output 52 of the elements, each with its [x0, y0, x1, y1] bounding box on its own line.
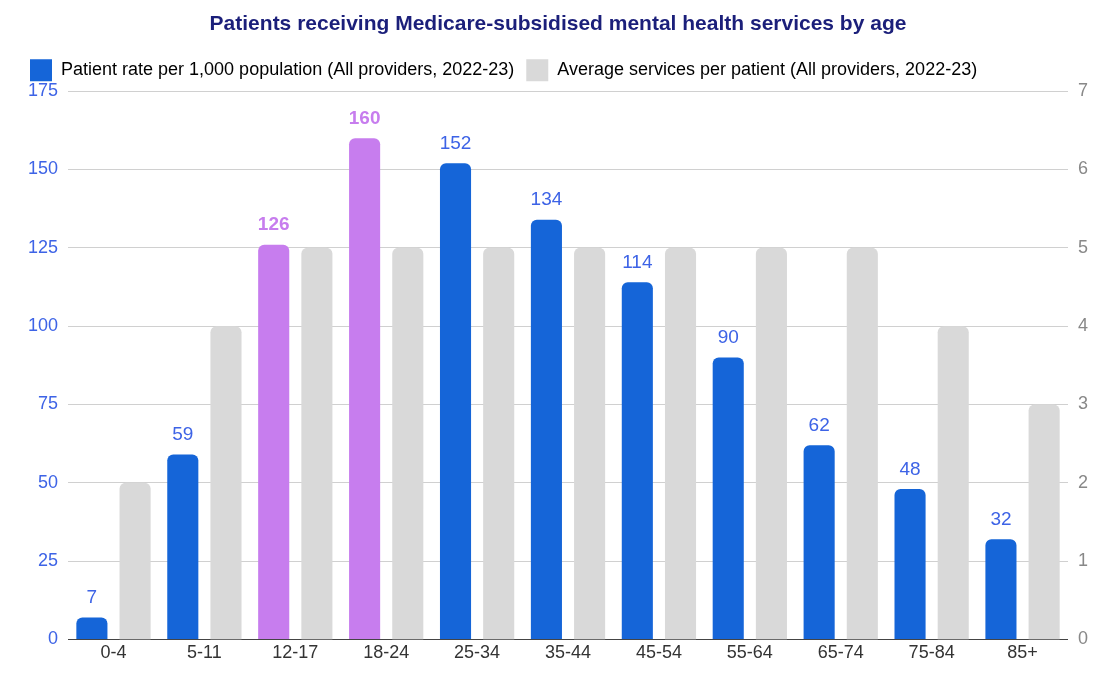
x-tick-label: 55-64 [726, 642, 773, 663]
y2-tick-label: 5 [1077, 236, 1088, 257]
x-tick-label: 18-24 [363, 642, 410, 663]
y2-tick-label: 2 [1077, 471, 1088, 492]
x-tick-label: 25-34 [454, 642, 501, 663]
x-tick-label: 45-54 [635, 642, 682, 663]
x-tick-label: 0-4 [100, 642, 127, 663]
legend-label: Average services per patient (All providers, 2022-23) [557, 59, 978, 80]
data-label: 134 [530, 188, 563, 210]
y-tick-label: 75 [38, 393, 59, 414]
y2-tick-label: 3 [1077, 393, 1088, 414]
bar [530, 219, 562, 639]
x-tick-label: 75-84 [908, 642, 955, 663]
y2-tick-label: 0 [1077, 628, 1088, 649]
y-tick-label: 50 [38, 471, 59, 492]
bar [621, 282, 653, 639]
y2-tick-label: 1 [1077, 550, 1088, 571]
y-tick-label: 150 [27, 158, 59, 179]
bar [349, 138, 381, 639]
y-tick-label: 125 [27, 236, 59, 257]
x-tick-label: 65-74 [817, 642, 864, 663]
bar [258, 244, 290, 639]
data-label: 7 [86, 586, 98, 608]
data-label: 32 [990, 507, 1012, 529]
data-label: 152 [439, 131, 472, 153]
data-label: 90 [717, 326, 739, 348]
x-tick-label: 85+ [1007, 642, 1038, 663]
bar [894, 489, 926, 639]
y2-tick-label: 7 [1077, 80, 1088, 101]
data-label: 59 [172, 423, 194, 445]
y2-tick-label: 6 [1077, 158, 1088, 179]
x-tick-label: 35-44 [544, 642, 592, 663]
bar [439, 163, 472, 639]
bar [712, 357, 744, 639]
chart-title: Patients receiving Medicare-subsidised mental health services by age [209, 11, 907, 35]
y-tick-label: 100 [27, 315, 59, 336]
data-label: 160 [348, 106, 381, 128]
bar [985, 539, 1017, 639]
bar [167, 454, 199, 639]
y-tick-label: 0 [48, 628, 59, 649]
data-label: 48 [899, 457, 921, 479]
y-tick-label: 175 [27, 80, 59, 101]
bar [76, 617, 108, 639]
bar [803, 445, 835, 639]
y2-tick-label: 4 [1077, 315, 1088, 336]
legend-label: Patient rate per 1,000 population (All providers, 2022-23) [61, 59, 515, 80]
data-label: 126 [257, 213, 290, 235]
data-label: 114 [622, 251, 653, 273]
y-tick-label: 25 [38, 550, 59, 571]
x-tick-label: 12-17 [272, 642, 319, 663]
x-tick-label: 5-11 [187, 642, 222, 663]
data-label: 62 [808, 413, 830, 435]
